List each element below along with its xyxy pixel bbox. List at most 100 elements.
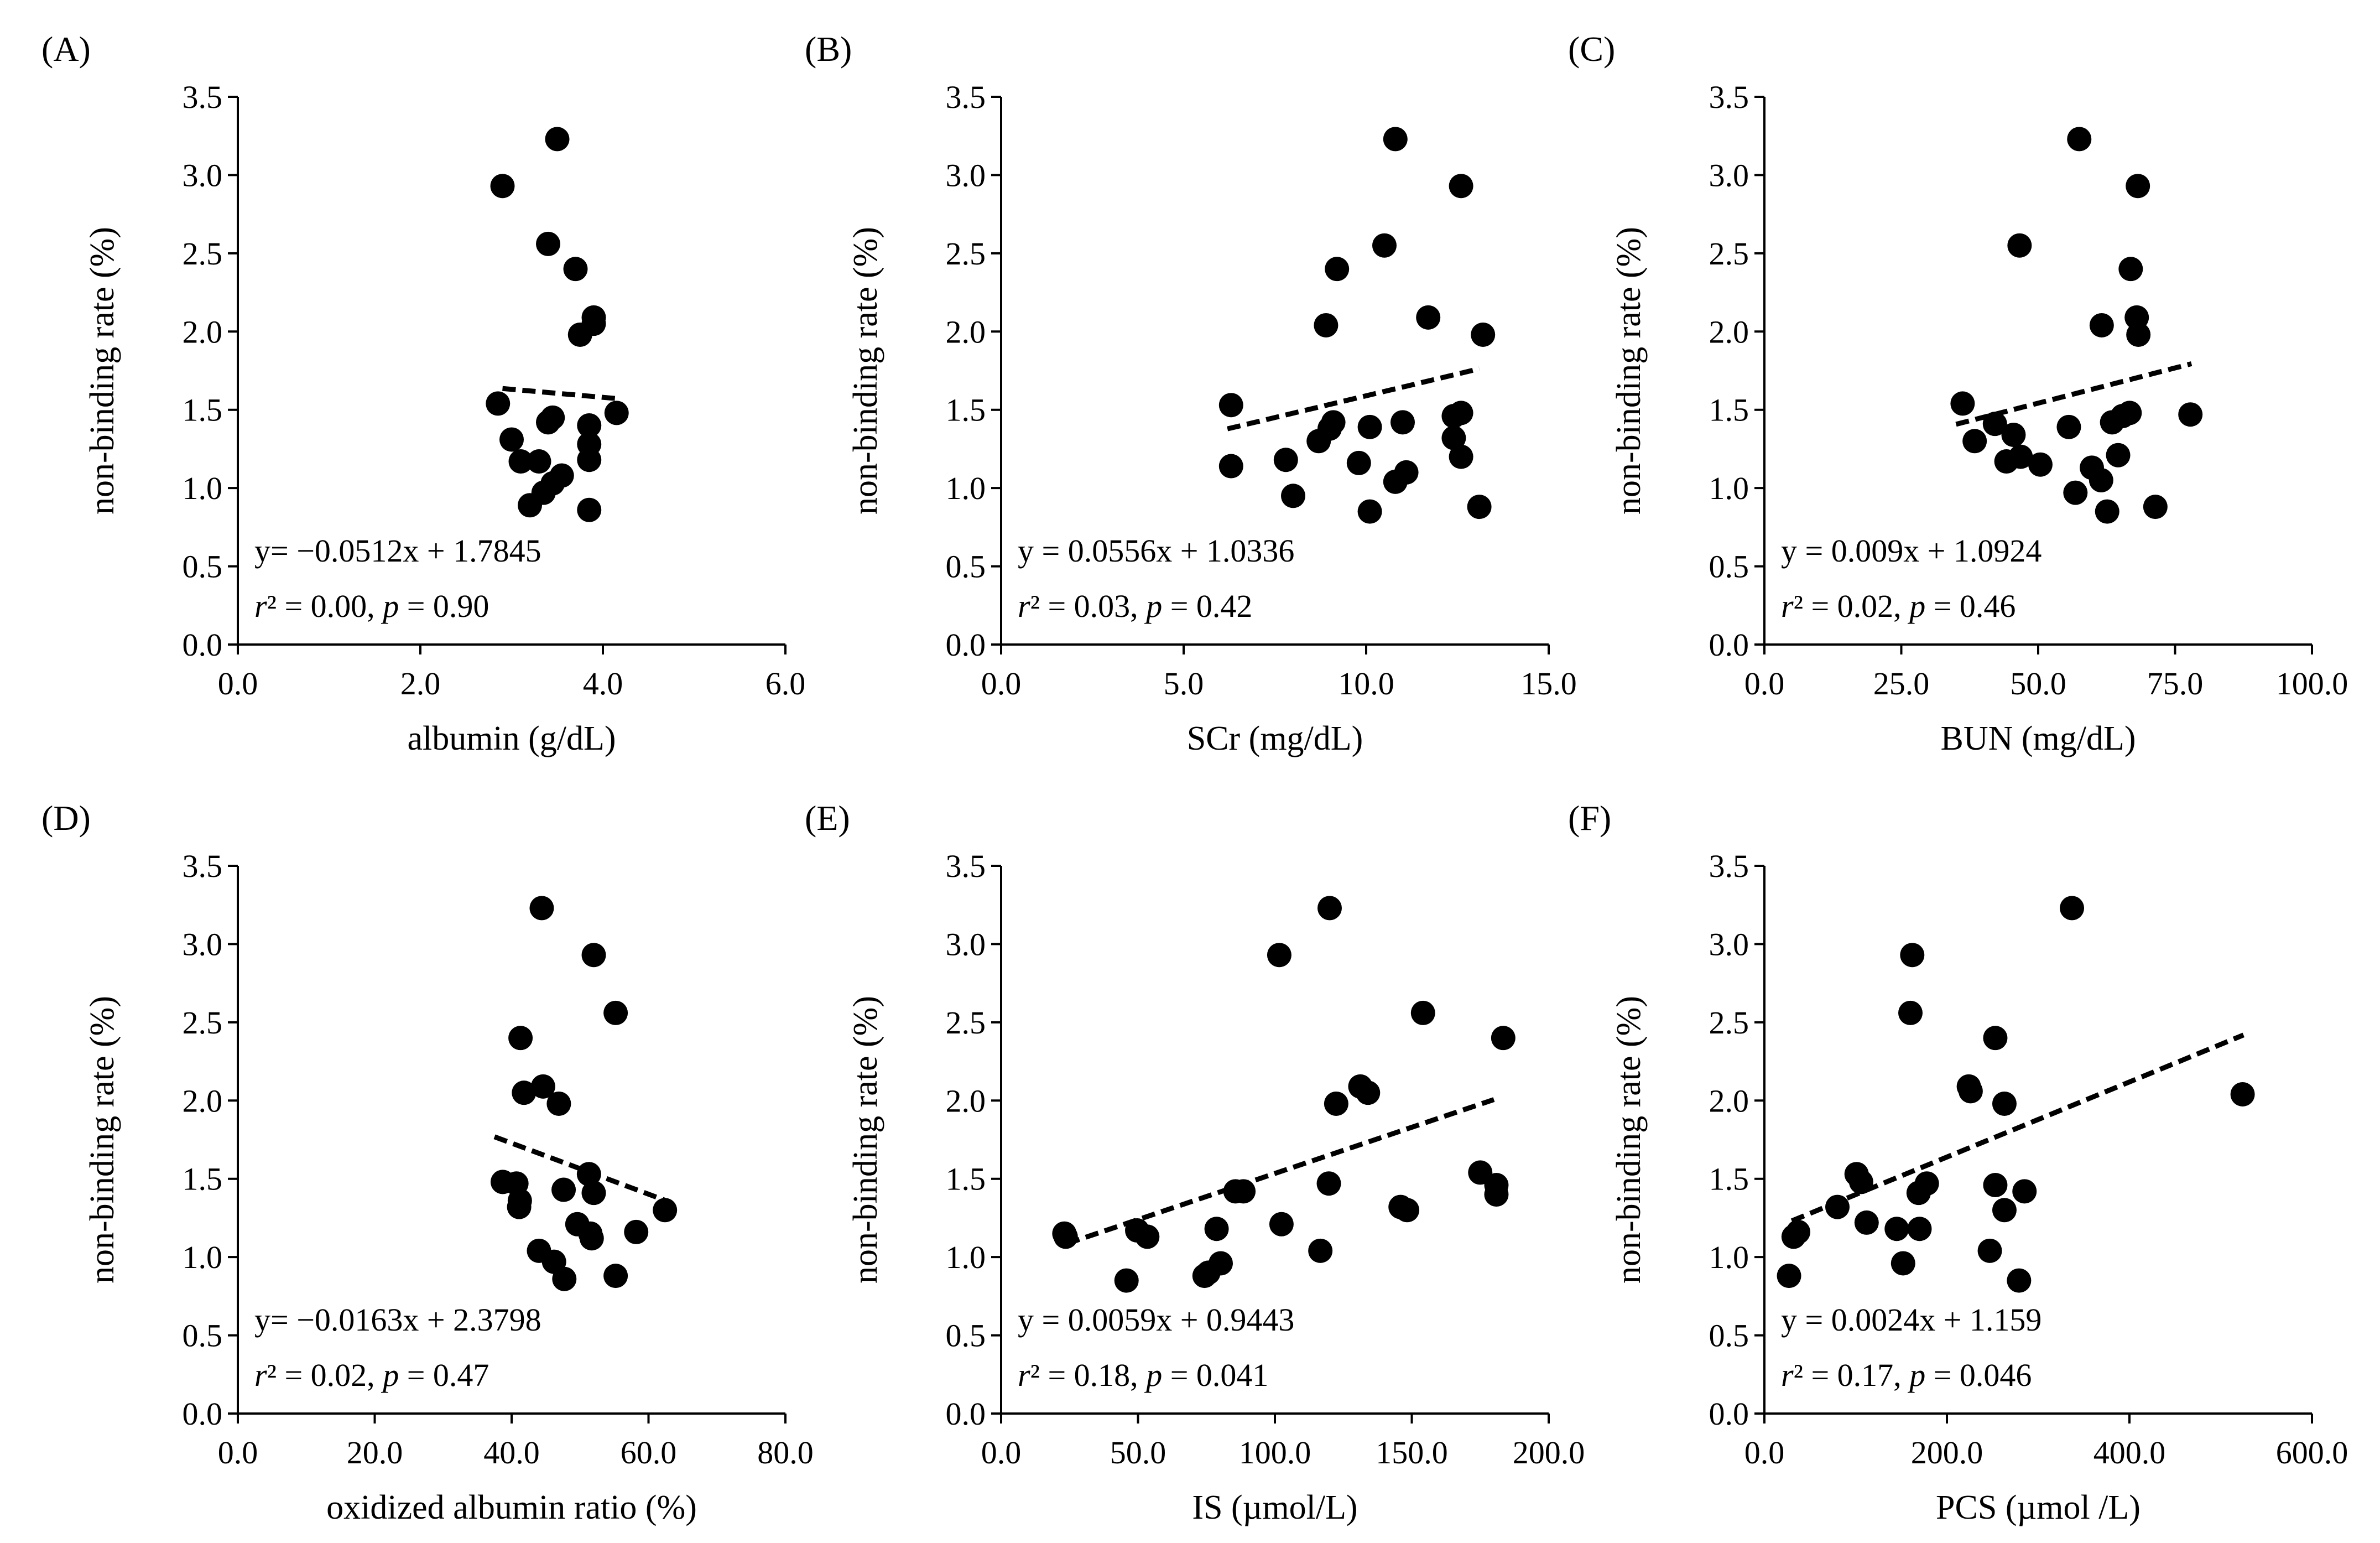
data-point — [1324, 1091, 1348, 1116]
y-tick-label: 1.0 — [1709, 470, 1749, 506]
data-point — [1977, 1238, 2002, 1263]
x-tick-label: 100.0 — [1239, 1435, 1311, 1471]
x-tick-label: 6.0 — [765, 666, 806, 702]
regression-stats: r² = 0.18, p = 0.041 — [1018, 1357, 1268, 1393]
x-axis-title: SCr (mg/dL) — [1187, 720, 1363, 757]
data-point — [2067, 127, 2092, 152]
panel-label: (F) — [1568, 798, 1611, 838]
y-tick-label: 2.0 — [946, 1083, 986, 1119]
data-point — [1441, 404, 1466, 429]
panel-label: (E) — [805, 798, 850, 838]
data-point — [1395, 1198, 1420, 1223]
data-point — [1267, 943, 1291, 968]
y-tick-label: 1.5 — [1709, 1161, 1749, 1197]
data-point — [1994, 449, 2019, 474]
y-tick-label: 3.0 — [1709, 157, 1749, 193]
regression-stats: r² = 0.02, p = 0.46 — [1781, 588, 2016, 624]
data-point — [1410, 1000, 1435, 1025]
x-tick-label: 400.0 — [2093, 1435, 2166, 1471]
panel-label: (C) — [1568, 29, 1615, 69]
data-point — [1314, 313, 1339, 337]
data-point — [1471, 322, 1496, 347]
x-axis-title: PCS (µmol /L) — [1936, 1489, 2141, 1526]
y-tick-label: 3.5 — [946, 848, 986, 884]
x-tick-label: 25.0 — [1873, 666, 1930, 702]
y-tick-label: 0.5 — [183, 1318, 223, 1354]
trend-line — [1790, 1032, 2244, 1223]
y-axis-title: non-binding rate (%) — [847, 227, 884, 515]
data-point — [579, 1226, 604, 1251]
y-tick-label: 3.0 — [946, 157, 986, 193]
regression-stats: r² = 0.00, p = 0.90 — [254, 588, 489, 624]
data-point — [2089, 468, 2113, 492]
data-point — [1356, 1080, 1381, 1105]
x-tick-label: 200.0 — [1513, 1435, 1585, 1471]
data-point — [1383, 127, 1408, 152]
y-tick-label: 1.5 — [946, 1161, 986, 1197]
data-point — [577, 448, 602, 472]
data-point — [1218, 454, 1243, 479]
y-tick-label: 0.0 — [183, 1396, 223, 1432]
x-tick-label: 20.0 — [347, 1435, 403, 1471]
y-tick-label: 1.5 — [946, 392, 986, 428]
x-tick-label: 0.0 — [981, 1435, 1022, 1471]
data-point — [2126, 322, 2151, 347]
y-tick-label: 2.5 — [1709, 1005, 1749, 1041]
data-point — [2060, 896, 2085, 921]
x-tick-label: 200.0 — [1911, 1435, 1983, 1471]
data-point — [518, 493, 542, 518]
data-point — [1325, 257, 1350, 282]
data-point — [551, 1177, 576, 1202]
chart-panel: (A) 0.0 0.5 1.0 1.5 2.0 2.5 3.0 3.5 0.0 2.0 4.0 6.0 a… — [41, 29, 805, 757]
x-axis-title: BUN (mg/dL) — [1940, 720, 2136, 757]
data-point — [527, 449, 551, 474]
data-point — [2126, 174, 2150, 199]
data-point — [1053, 1224, 1078, 1249]
y-axis-title: non-binding rate (%) — [1610, 996, 1648, 1284]
y-tick-label: 0.0 — [1709, 627, 1749, 663]
chart-panel: (E) 0.0 0.5 1.0 1.5 2.0 2.5 3.0 3.5 0.0 50.0 100.0 1… — [805, 798, 1585, 1526]
y-tick-label: 1.5 — [1709, 392, 1749, 428]
x-tick-label: 150.0 — [1376, 1435, 1448, 1471]
data-point — [567, 322, 592, 347]
data-point — [1281, 484, 1305, 508]
data-point — [490, 174, 515, 199]
y-tick-label: 0.5 — [946, 549, 986, 585]
trend-line — [1227, 366, 1480, 432]
x-tick-label: 0.0 — [981, 666, 1022, 702]
data-point — [1273, 448, 1298, 472]
data-point — [1218, 393, 1243, 418]
y-tick-label: 1.0 — [183, 470, 223, 506]
data-point — [1346, 450, 1371, 475]
panel-label: (A) — [41, 29, 91, 69]
data-point — [552, 1266, 577, 1291]
data-point — [499, 427, 524, 452]
y-tick-label: 0.0 — [183, 627, 223, 663]
x-tick-label: 600.0 — [2276, 1435, 2348, 1471]
y-tick-label: 2.5 — [183, 1005, 223, 1041]
data-point — [2089, 313, 2114, 337]
regression-stats: r² = 0.02, p = 0.47 — [254, 1357, 489, 1393]
regression-equation: y = 0.009x + 1.0924 — [1781, 533, 2042, 569]
y-tick-label: 1.5 — [183, 392, 223, 428]
x-tick-label: 0.0 — [218, 1435, 258, 1471]
data-point — [1491, 1026, 1516, 1051]
chart-panel: (F) 0.0 0.5 1.0 1.5 2.0 2.5 3.0 3.5 0.0 200.0 400.0… — [1568, 798, 2348, 1526]
y-tick-label: 3.0 — [1709, 926, 1749, 962]
y-tick-label: 3.0 — [946, 926, 986, 962]
x-tick-label: 50.0 — [1110, 1435, 1166, 1471]
data-point — [653, 1198, 678, 1223]
data-point — [1449, 174, 1473, 199]
y-tick-label: 2.0 — [183, 1083, 223, 1119]
y-tick-label: 3.5 — [183, 848, 223, 884]
data-point — [1467, 495, 1492, 519]
data-point — [1135, 1224, 1160, 1249]
data-point — [486, 391, 511, 416]
data-point — [1390, 410, 1415, 435]
regression-equation: y = 0.0556x + 1.0336 — [1018, 533, 1294, 569]
regression-equation: y= −0.0163x + 2.3798 — [254, 1302, 541, 1338]
data-point — [1958, 1079, 1983, 1104]
panel-label: (D) — [41, 798, 91, 838]
y-tick-label: 0.0 — [946, 627, 986, 663]
